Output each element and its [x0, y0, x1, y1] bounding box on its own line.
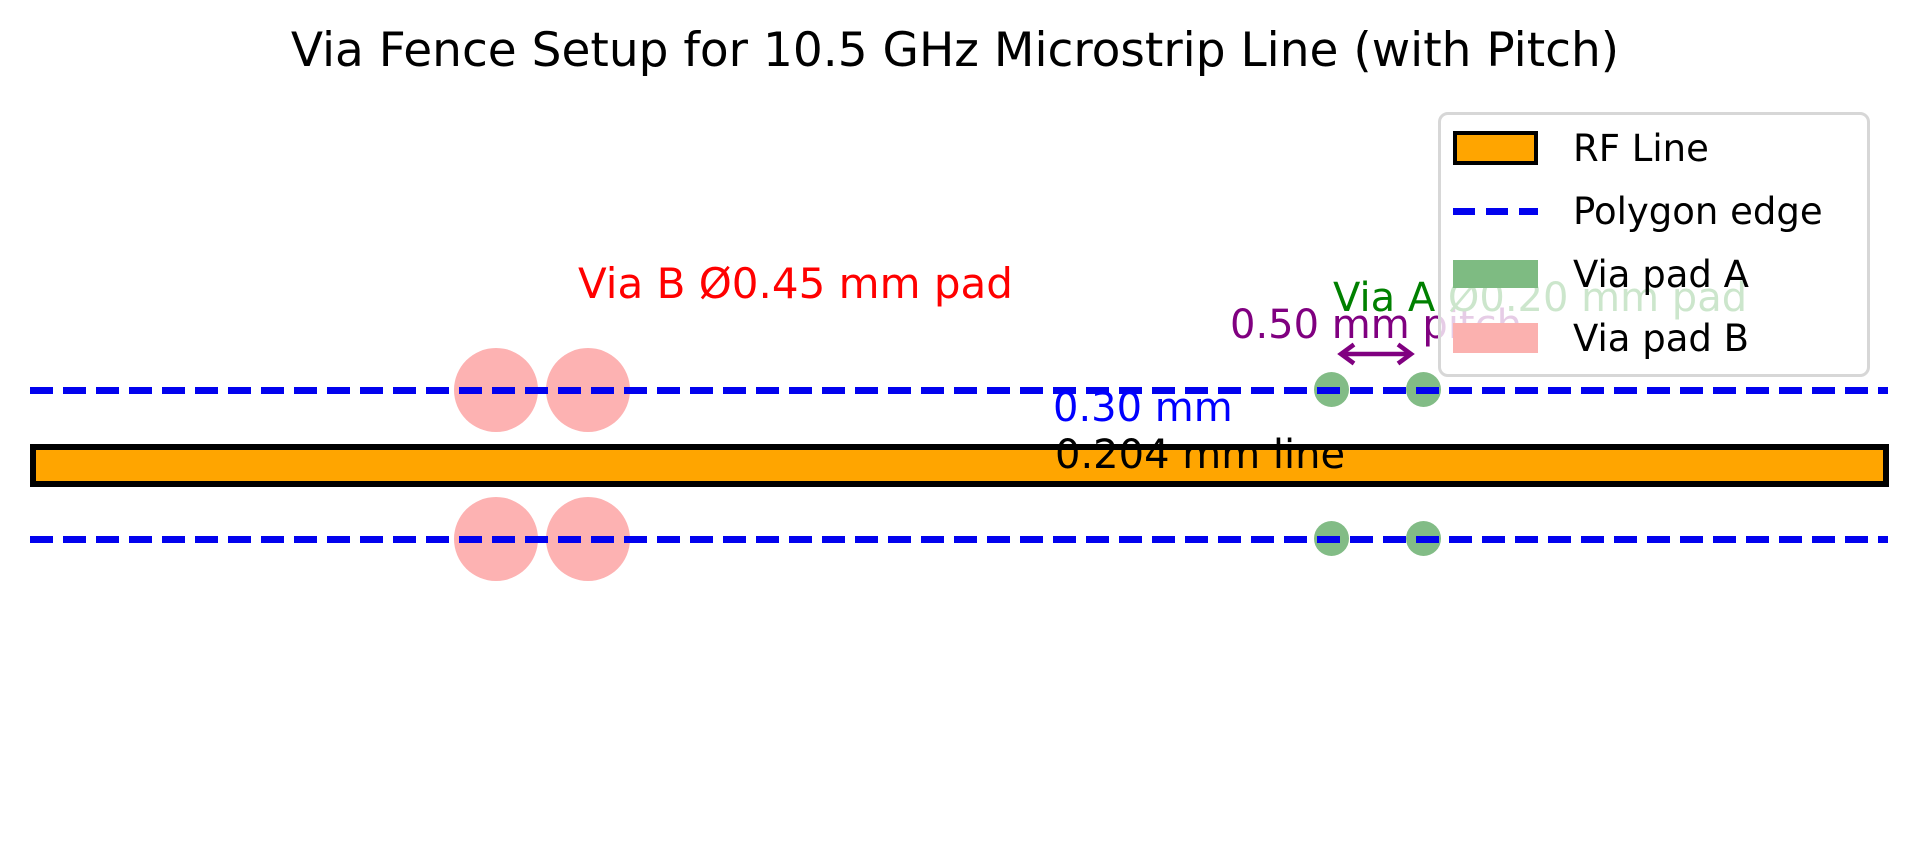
polygon-edge-bottom-line [30, 536, 1888, 543]
legend-label: Via pad B [1573, 316, 1750, 360]
legend-item-polygon-edge: Polygon edge [1453, 189, 1823, 233]
rf-line-bar [30, 444, 1889, 487]
legend-item-via-pad-b: Via pad B [1453, 316, 1749, 360]
via-pad-b-swatch [1453, 323, 1538, 353]
polygon-edge-swatch [1453, 207, 1538, 215]
legend-item-rf-line: RF Line [1453, 126, 1709, 170]
line-width-label: 0.204 mm line [1055, 432, 1346, 478]
via-pad-a-swatch [1453, 260, 1538, 288]
rf-line-swatch [1453, 131, 1538, 165]
via-b-pad-label: Via B Ø0.45 mm pad [578, 259, 1013, 308]
pitch-arrow-icon [1337, 342, 1415, 366]
clearance-label: 0.30 mm [1053, 385, 1233, 431]
legend: RF Line Polygon edge Via pad A Via pad B [1438, 112, 1870, 377]
polygon-edge-top-line [30, 387, 1888, 394]
legend-item-via-pad-a: Via pad A [1453, 252, 1749, 296]
legend-label: Via pad A [1573, 252, 1749, 296]
legend-label: Polygon edge [1573, 189, 1823, 233]
legend-label: RF Line [1573, 126, 1709, 170]
figure-title: Via Fence Setup for 10.5 GHz Microstrip … [290, 23, 1620, 78]
